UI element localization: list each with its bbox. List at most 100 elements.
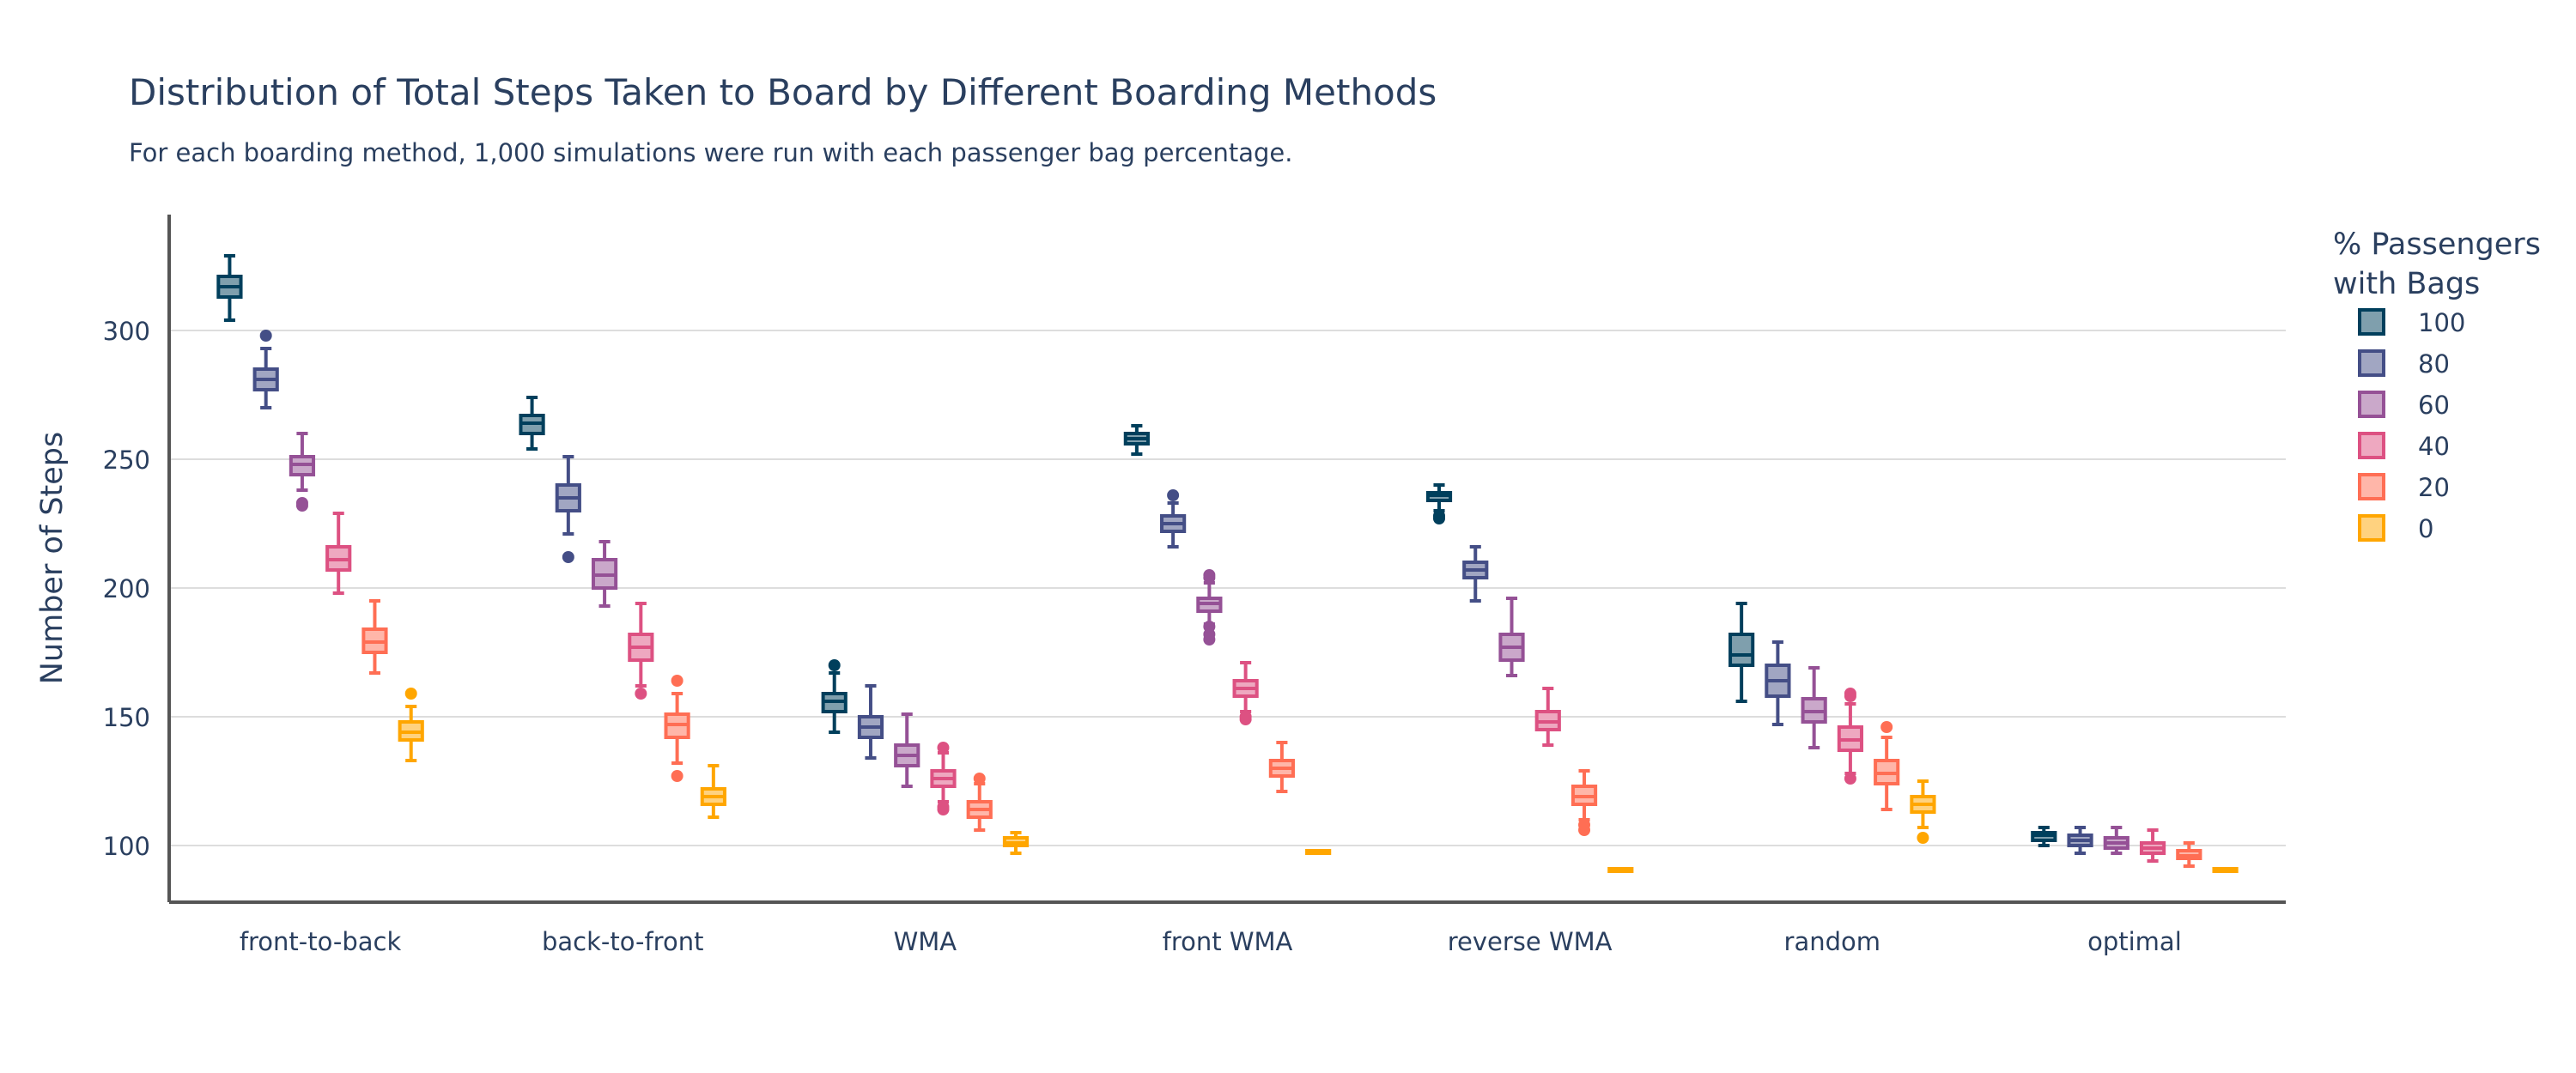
box-group bbox=[1607, 867, 1634, 873]
legend-label: 40 bbox=[2418, 432, 2450, 461]
box-group bbox=[1002, 831, 1030, 855]
box-outlier-point bbox=[1844, 688, 1856, 700]
box-outlier-point bbox=[1167, 489, 1180, 501]
y-tick-label: 300 bbox=[103, 317, 150, 346]
box-group bbox=[2139, 828, 2166, 863]
box-group bbox=[1910, 779, 1936, 844]
box-group bbox=[555, 455, 581, 563]
box-group bbox=[1462, 545, 1489, 603]
box-group bbox=[664, 675, 690, 782]
x-tick-label: random bbox=[1784, 927, 1880, 956]
box-group bbox=[1232, 661, 1259, 725]
box-group bbox=[591, 540, 618, 608]
box-outlier-point bbox=[1880, 721, 1893, 733]
box-group bbox=[1196, 569, 1223, 646]
y-tick-label: 100 bbox=[103, 832, 150, 861]
box-group bbox=[2103, 826, 2129, 855]
legend-swatch bbox=[2358, 308, 2385, 336]
y-tick-label: 150 bbox=[103, 703, 150, 732]
box-group bbox=[289, 432, 316, 512]
legend-item: 80 bbox=[2358, 349, 2450, 379]
legend-label: 0 bbox=[2418, 514, 2433, 543]
box-outlier-point bbox=[937, 742, 950, 754]
box-group bbox=[1160, 489, 1187, 549]
box-layer bbox=[216, 254, 2239, 873]
box-body bbox=[1728, 633, 1755, 667]
box-group bbox=[1305, 849, 1332, 855]
box-group bbox=[1571, 769, 1598, 836]
legend-swatch bbox=[2358, 473, 2385, 500]
box-group bbox=[821, 659, 848, 734]
box-group bbox=[700, 764, 726, 819]
box-group bbox=[2212, 867, 2239, 873]
x-tick-label: reverse WMA bbox=[1448, 927, 1613, 956]
legend-swatch bbox=[2358, 432, 2385, 459]
box-group bbox=[1765, 640, 1791, 726]
box-group bbox=[216, 254, 243, 322]
grid-layer bbox=[169, 330, 2286, 846]
chart-title: Distribution of Total Steps Taken to Boa… bbox=[129, 71, 1437, 113]
box-group bbox=[2176, 841, 2202, 868]
box-group bbox=[398, 688, 424, 762]
y-axis-title: Number of Steps bbox=[35, 432, 70, 685]
box-outlier-point bbox=[671, 675, 683, 687]
x-tick-label: front WMA bbox=[1163, 927, 1293, 956]
legend-label: 80 bbox=[2418, 349, 2450, 379]
legend-item: 100 bbox=[2358, 308, 2465, 337]
box-outlier-point bbox=[635, 688, 647, 700]
box-group bbox=[966, 773, 993, 832]
box-outlier-point bbox=[1203, 569, 1216, 581]
legend-label: 60 bbox=[2418, 391, 2450, 420]
box-outlier-point bbox=[1203, 621, 1216, 633]
box-group bbox=[1425, 483, 1453, 524]
box-group bbox=[519, 396, 545, 451]
axis-layer: 100 150 200 250 300 front-to-back back-to-fron… bbox=[103, 215, 2286, 956]
box-group bbox=[894, 712, 920, 788]
box-group bbox=[361, 599, 388, 675]
box-outlier-point bbox=[828, 659, 841, 671]
legend-swatch bbox=[2358, 514, 2385, 542]
box-outlier-point bbox=[1433, 510, 1445, 522]
legend-item: 20 bbox=[2358, 473, 2450, 502]
box-outlier-point bbox=[973, 773, 986, 785]
box-outlier-point bbox=[1844, 773, 1856, 785]
legend-label: 20 bbox=[2418, 473, 2450, 502]
box-outlier-point bbox=[1917, 832, 1929, 844]
box-group bbox=[930, 742, 957, 815]
box-group bbox=[1534, 687, 1561, 747]
box-outlier-point bbox=[937, 801, 950, 813]
legend-swatch bbox=[2358, 349, 2385, 377]
x-tick-label: front-to-back bbox=[240, 927, 402, 956]
legend-item: 0 bbox=[2358, 514, 2433, 543]
box-group bbox=[1874, 721, 1900, 811]
chart-subtitle: For each boarding method, 1,000 simulati… bbox=[129, 138, 1293, 167]
box-group bbox=[857, 684, 884, 760]
legend: % Passengers with Bags 100 80 60 40 20 0 bbox=[2333, 227, 2541, 543]
box-group bbox=[252, 330, 279, 409]
box-outlier-point bbox=[671, 770, 683, 782]
x-tick-label: WMA bbox=[894, 927, 957, 956]
box-group bbox=[1728, 602, 1755, 703]
box-group bbox=[1837, 688, 1864, 785]
box-group bbox=[628, 602, 654, 700]
box-group bbox=[2067, 826, 2093, 855]
box-outlier-point bbox=[404, 688, 417, 700]
box-outlier-point bbox=[1239, 711, 1252, 723]
box-outlier-point bbox=[295, 497, 308, 509]
legend-label: 100 bbox=[2418, 308, 2465, 337]
x-tick-label: optimal bbox=[2087, 927, 2182, 956]
box-group bbox=[1498, 597, 1525, 677]
legend-swatch bbox=[2358, 391, 2385, 418]
box-group bbox=[1268, 741, 1295, 793]
box-group bbox=[1123, 424, 1150, 456]
legend-item: 40 bbox=[2358, 432, 2450, 461]
box-outlier-point bbox=[1578, 819, 1591, 831]
legend-title-line-2: with Bags bbox=[2333, 267, 2480, 301]
legend-title-line-1: % Passengers bbox=[2333, 227, 2541, 262]
box-outlier-point bbox=[259, 330, 272, 342]
box-group bbox=[1801, 666, 1827, 749]
legend-item: 60 bbox=[2358, 391, 2450, 420]
y-tick-label: 250 bbox=[103, 446, 150, 475]
